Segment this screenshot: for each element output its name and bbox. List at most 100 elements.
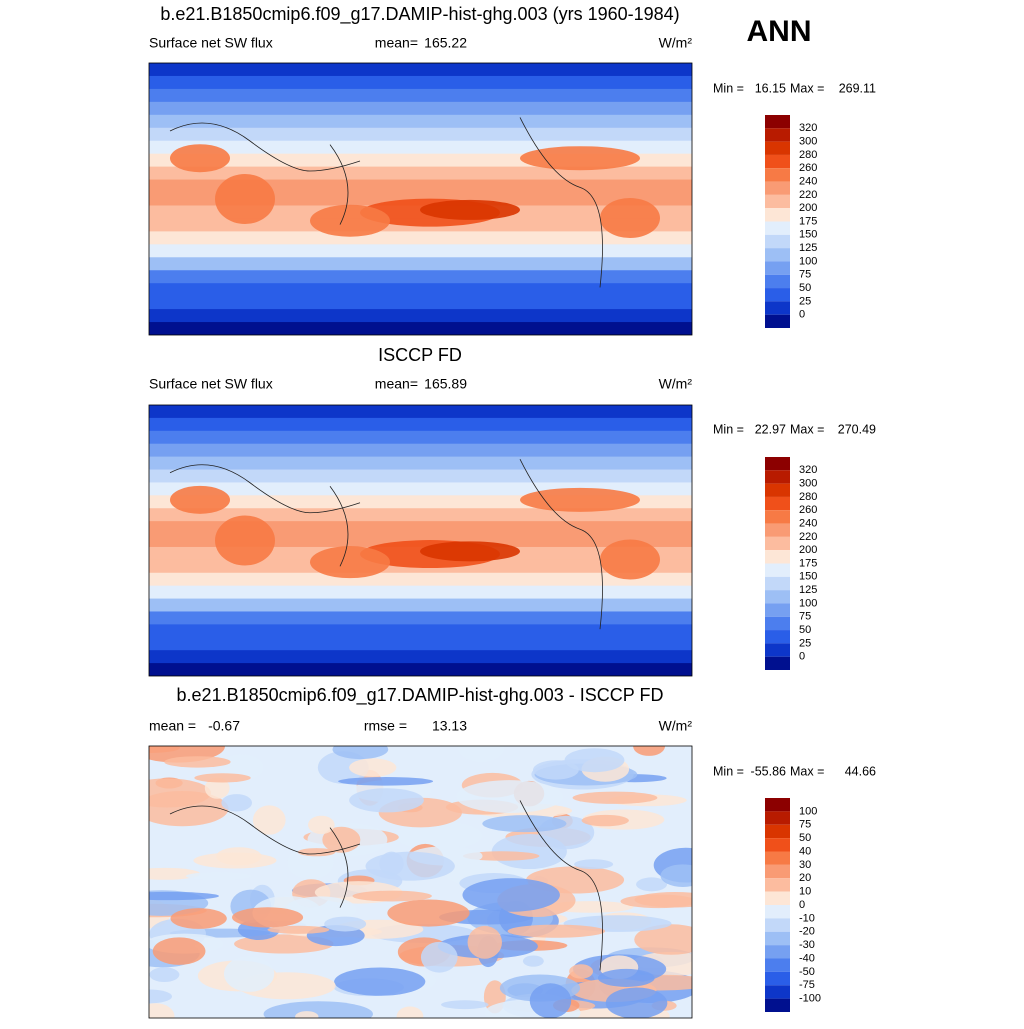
colorbar-label: 50 <box>799 624 811 636</box>
map-feature <box>569 964 593 979</box>
colorbar-box <box>765 168 790 182</box>
colorbar-box <box>765 656 790 670</box>
map-band <box>149 179 692 194</box>
coastline <box>169 800 603 971</box>
map-feature <box>152 937 206 965</box>
map-band <box>149 114 692 129</box>
map-frame <box>148 62 693 336</box>
map-feature <box>204 777 230 799</box>
map-feature <box>338 777 434 786</box>
map-feature <box>349 788 424 813</box>
map-feature <box>420 199 520 220</box>
map-feature <box>149 778 212 808</box>
colorbar-label: 220 <box>799 189 817 201</box>
colorbar-label: 280 <box>799 491 817 503</box>
map-feature <box>310 546 390 579</box>
colorbar-box <box>765 878 790 892</box>
map-feature <box>600 539 660 580</box>
colorbar-label: 320 <box>799 464 817 476</box>
colorbar-label: 25 <box>799 295 811 307</box>
colorbar-label: 100 <box>799 597 817 609</box>
map <box>149 63 692 335</box>
colorbar-box <box>765 457 790 471</box>
colorbar-label: 220 <box>799 531 817 543</box>
colorbar-label: 0 <box>799 309 805 321</box>
colorbar-label: 0 <box>799 651 805 663</box>
colorbar-box <box>765 510 790 524</box>
colorbar-box <box>765 496 790 511</box>
panel-title: b.e21.B1850cmip6.f09_g17.DAMIP-hist-ghg.… <box>160 4 679 25</box>
min-value: -55.86 <box>751 764 786 778</box>
colorbar-label: -100 <box>799 993 821 1005</box>
map-band <box>149 624 692 639</box>
max-value: 44.66 <box>845 764 876 778</box>
units: W/m² <box>659 35 693 51</box>
units: W/m² <box>659 718 693 734</box>
colorbar-label: 150 <box>799 571 817 583</box>
colorbar-label: 260 <box>799 162 817 174</box>
colorbar-box <box>765 838 790 852</box>
map-feature <box>462 878 560 912</box>
map-band <box>149 257 692 272</box>
colorbar-label: 125 <box>799 242 817 254</box>
map-feature <box>620 894 692 909</box>
colorbar-box <box>765 590 790 604</box>
map-feature <box>284 896 357 923</box>
colorbar-box <box>765 261 790 275</box>
map-feature <box>310 204 390 237</box>
map-feature <box>149 967 180 983</box>
map-band <box>149 598 692 613</box>
colorbar-label: 240 <box>799 517 817 529</box>
colorbar-box <box>765 221 790 235</box>
colorbar-box <box>765 864 790 879</box>
map-feature <box>420 941 458 973</box>
colorbar-label: 50 <box>799 832 811 844</box>
map-frame <box>148 404 693 677</box>
min-label: Min = <box>713 422 744 436</box>
min-label: Min = <box>713 81 744 95</box>
colorbar-label: 260 <box>799 504 817 516</box>
season-label: ANN <box>747 15 812 48</box>
colorbar-box <box>765 115 790 129</box>
map-feature <box>633 746 665 756</box>
colorbar-box <box>765 891 790 905</box>
map-feature <box>520 487 640 512</box>
map-feature <box>482 815 567 833</box>
colorbar-label: 75 <box>799 819 811 831</box>
colorbar-label: 100 <box>799 805 817 817</box>
colorbar-label: 50 <box>799 282 811 294</box>
stat-value: 165.89 <box>424 376 467 392</box>
max-label: Max = <box>790 764 824 778</box>
stat-label: rmse = <box>364 718 407 734</box>
left-label: mean = <box>149 718 196 734</box>
colorbar-box <box>765 824 790 839</box>
map-band <box>149 417 692 432</box>
map-feature <box>193 852 277 869</box>
colorbar-box <box>765 483 790 497</box>
map-feature <box>332 746 389 760</box>
map-band <box>149 456 692 471</box>
map-band <box>149 63 692 77</box>
units: W/m² <box>659 376 693 392</box>
map-band <box>149 443 692 458</box>
colorbar-box <box>765 998 790 1012</box>
colorbar-label: 300 <box>799 136 817 148</box>
map-band <box>149 663 692 676</box>
left-label: Surface net SW flux <box>149 35 273 51</box>
map-feature <box>396 1006 424 1018</box>
map-band <box>149 296 692 311</box>
colorbar-box <box>765 918 790 932</box>
map-feature <box>467 925 502 959</box>
map-feature <box>507 924 606 938</box>
map-feature <box>149 891 220 901</box>
map-band <box>149 166 692 181</box>
colorbar-label: 100 <box>799 255 817 267</box>
map-feature <box>352 890 432 902</box>
map-band <box>149 637 692 652</box>
map-feature <box>462 851 540 861</box>
map-band <box>149 75 692 90</box>
map-feature <box>660 864 692 887</box>
colorbar-label: 200 <box>799 544 817 556</box>
panel-title: ISCCP FD <box>378 345 462 365</box>
